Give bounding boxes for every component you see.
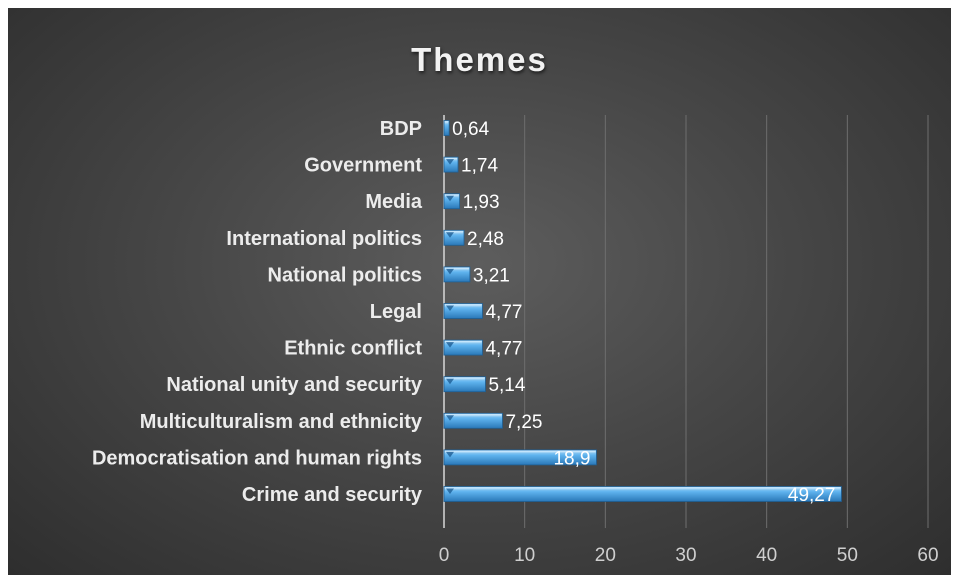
bar bbox=[443, 120, 450, 136]
data-label: 1,74 bbox=[461, 156, 498, 177]
bar bbox=[443, 339, 483, 356]
bar-highlight bbox=[445, 304, 482, 308]
bar-highlight bbox=[445, 231, 464, 235]
bar-bevel bbox=[446, 451, 454, 458]
data-label: 7,25 bbox=[505, 412, 542, 433]
data-label: 4,77 bbox=[485, 339, 522, 360]
bar bbox=[443, 376, 486, 393]
x-tick-label: 30 bbox=[675, 545, 696, 566]
bar-bevel bbox=[446, 305, 454, 311]
bar bbox=[443, 229, 465, 246]
bar-bevel bbox=[446, 195, 454, 202]
bar-highlight bbox=[445, 121, 449, 125]
bar bbox=[443, 266, 471, 283]
bar bbox=[443, 412, 503, 429]
labels: 0 10 20 30 40 50 60 BDP 0,64 Government 1,74 Media 1… bbox=[92, 118, 939, 566]
bars bbox=[443, 120, 842, 502]
bar bbox=[443, 303, 483, 319]
data-label: 5,14 bbox=[488, 375, 525, 396]
bar bbox=[443, 449, 597, 466]
x-tick-label: 0 bbox=[439, 545, 450, 566]
bar-bevel bbox=[446, 415, 454, 421]
data-label: 0,64 bbox=[452, 119, 489, 140]
bar bbox=[443, 156, 459, 173]
x-tick-label: 20 bbox=[595, 545, 616, 566]
bar-bevel bbox=[446, 378, 454, 385]
bar-bevel bbox=[446, 488, 454, 494]
data-label: 49,27 bbox=[788, 485, 836, 506]
x-tick-label: 60 bbox=[917, 545, 938, 566]
data-label: 18,9 bbox=[553, 448, 590, 469]
category-label: International politics bbox=[226, 228, 422, 250]
bar-highlight bbox=[445, 341, 482, 345]
category-label: National politics bbox=[268, 264, 422, 286]
data-label: 1,93 bbox=[463, 192, 500, 213]
bar-highlight bbox=[445, 414, 502, 418]
bar-highlight bbox=[445, 377, 485, 381]
bar-bevel bbox=[446, 159, 454, 165]
data-label: 4,77 bbox=[485, 302, 522, 323]
bar-bevel bbox=[446, 232, 454, 238]
category-label: Government bbox=[304, 155, 422, 177]
category-label: Legal bbox=[370, 301, 422, 323]
bar bbox=[443, 193, 460, 210]
chart-area: Themes bbox=[8, 8, 951, 575]
bar bbox=[443, 486, 842, 502]
bar-highlight bbox=[445, 267, 469, 271]
category-label: Democratisation and human rights bbox=[92, 447, 422, 469]
data-label: 2,48 bbox=[467, 229, 504, 250]
category-label: BDP bbox=[380, 118, 422, 140]
bar-bevel bbox=[446, 268, 454, 275]
chart-title: Themes bbox=[411, 41, 548, 78]
category-label: Multiculturalism and ethnicity bbox=[140, 411, 423, 433]
category-label: National unity and security bbox=[166, 374, 422, 396]
data-label: 3,21 bbox=[473, 265, 510, 286]
x-tick-label: 40 bbox=[756, 545, 777, 566]
bar-body bbox=[443, 120, 450, 136]
category-label: Crime and security bbox=[242, 484, 423, 506]
category-label: Media bbox=[365, 191, 423, 213]
bar-highlight bbox=[445, 450, 596, 454]
x-tick-label: 10 bbox=[514, 545, 535, 566]
bar-highlight bbox=[445, 487, 841, 491]
x-tick-label: 50 bbox=[837, 545, 858, 566]
category-label: Ethnic conflict bbox=[284, 338, 422, 360]
bar-bevel bbox=[446, 342, 454, 348]
